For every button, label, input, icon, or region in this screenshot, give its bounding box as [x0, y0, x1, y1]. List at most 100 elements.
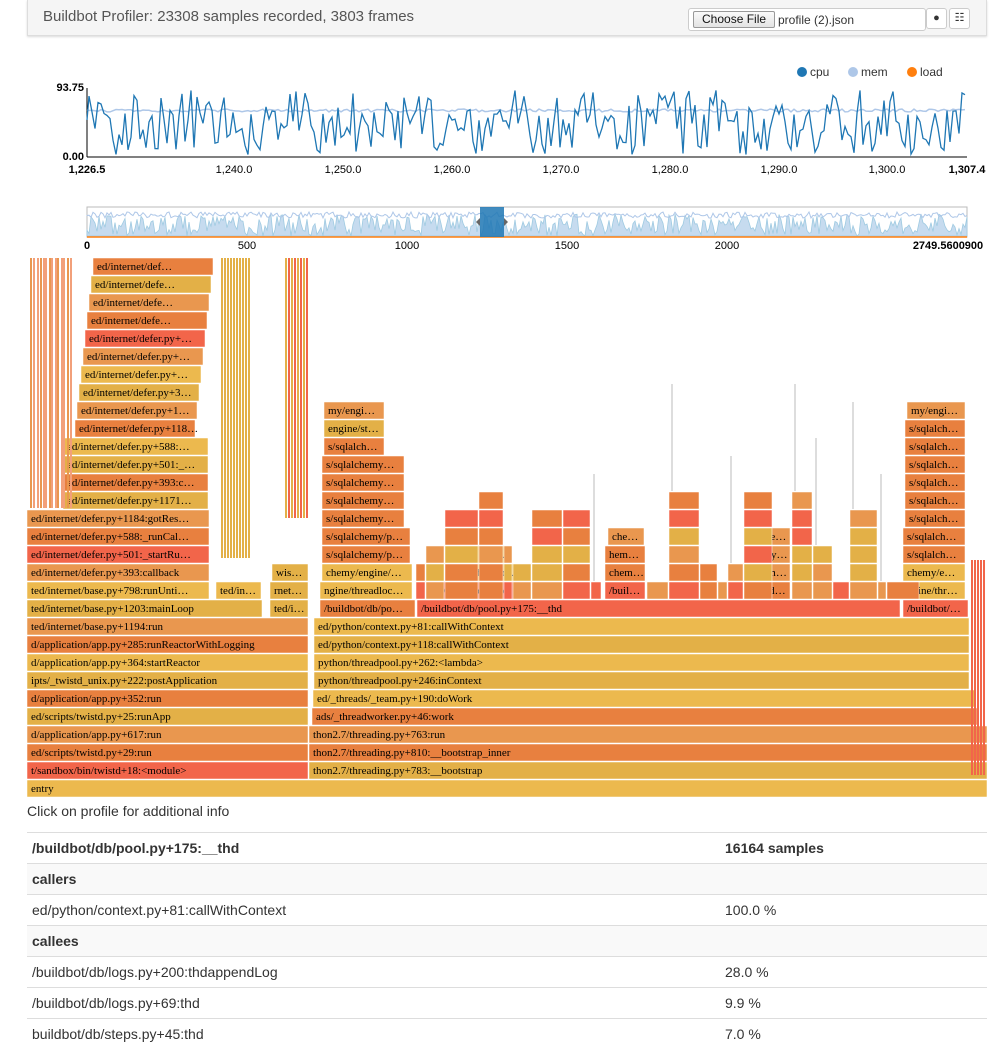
flame-frame[interactable]: d/application/app.py+364:startReactor: [26, 653, 309, 672]
flame-frame[interactable]: ed/internet/defer.py+1…: [76, 401, 198, 420]
flame-frame[interactable]: ed/internet/defer.py+118…: [74, 419, 198, 438]
flame-frame[interactable]: wis…: [271, 563, 309, 582]
flame-frame[interactable]: s/sqlalchemy…: [321, 509, 405, 528]
flame-frame[interactable]: thon2.7/threading.py+810:__bootstrap_inn…: [308, 743, 988, 762]
flame-frame[interactable]: ed/internet/defer.py+3…: [78, 383, 200, 402]
caller-row[interactable]: ed/python/context.py+81:callWithContext …: [27, 894, 987, 926]
frame-label: s/sqlalch…: [907, 549, 957, 561]
flame-frame[interactable]: ted/internet/base.py+798:runUnti…: [26, 581, 210, 600]
frame-label: s/sqlalch…: [909, 513, 959, 525]
flame-frame[interactable]: s/sqlalch…: [902, 545, 966, 564]
flame-graph[interactable]: entry t/sandbox/bin/twistd+18:<module> ed/…: [0, 255, 1003, 800]
flame-frame[interactable]: s/sqlalch…: [904, 437, 966, 456]
flame-frame[interactable]: chemy/e…: [902, 563, 966, 582]
flame-frame[interactable]: d/application/app.py+617:run: [26, 725, 309, 744]
flame-frame[interactable]: ed/internet/defe…: [88, 293, 210, 312]
callee-row[interactable]: buildbot/db/steps.py+45:thd 7.0 %: [27, 1018, 987, 1050]
flame-frame[interactable]: s/sqlalch…: [904, 509, 966, 528]
flame-frame[interactable]: ted/internet/base.py+1203:mainLoop: [26, 599, 263, 618]
callee-row[interactable]: /buildbot/db/logs.py+200:thdappendLog 28…: [27, 956, 987, 988]
flame-frame-thin: [51, 258, 53, 508]
flame-frame[interactable]: ed/internet/defer.py+501:_startRu…: [26, 545, 210, 564]
flame-frame[interactable]: s/sqlalchemy…: [321, 491, 405, 510]
flame-frame[interactable]: /buildbot/…: [902, 599, 969, 618]
choose-file-button[interactable]: Choose File: [693, 11, 776, 28]
flame-frame[interactable]: python/threadpool.py+262:<lambda>: [313, 653, 970, 672]
flame-frame[interactable]: /buildbot/db/pool.py+175:__thd: [416, 599, 901, 618]
flame-frame[interactable]: ed/internet/defer.py+1184:gotRes…: [26, 509, 210, 528]
record-icon: ●: [933, 12, 940, 24]
flame-frame[interactable]: ted/internet/base.py+1194:run: [26, 617, 309, 636]
flame-frame[interactable]: ed/_threads/_team.py+190:doWork: [312, 689, 977, 708]
flame-frame[interactable]: ed/internet/defer.py+…: [84, 329, 206, 348]
frame-bar: [313, 635, 970, 654]
flame-frame[interactable]: s/sqlalch…: [323, 437, 385, 456]
frame-label: ed/internet/defe…: [95, 279, 175, 291]
flame-frame[interactable]: s/sqlalch…: [904, 473, 966, 492]
frame-label: /buildbot/…: [907, 603, 961, 615]
flame-frame[interactable]: s/sqlalch…: [902, 527, 966, 546]
flame-frame[interactable]: my/engi…: [323, 401, 385, 420]
flame-frame[interactable]: ipts/_twistd_unix.py+222:postApplication: [26, 671, 309, 690]
settings-button[interactable]: ☷: [949, 8, 970, 29]
flame-frame[interactable]: thon2.7/threading.py+763:run: [308, 725, 988, 744]
file-input[interactable]: Choose File profile (2).json: [688, 8, 926, 31]
flame-frame[interactable]: s/sqlalchemy/p…: [321, 527, 411, 546]
flame-frame[interactable]: ed/python/context.py+81:callWithContext: [313, 617, 970, 636]
flame-frame[interactable]: ed/internet/defer.py+393:c…: [62, 473, 209, 492]
flame-frame[interactable]: python/threadpool.py+246:inContext: [313, 671, 970, 690]
flame-frame[interactable]: ed/internet/defer.py+588:…: [62, 437, 209, 456]
flame-frame[interactable]: d/application/app.py+285:runReactorWithL…: [26, 635, 309, 654]
flame-frame[interactable]: t/sandbox/bin/twistd+18:<module>: [26, 761, 309, 780]
flame-frame[interactable]: ed/python/context.py+118:callWithContext: [313, 635, 970, 654]
flame-frame[interactable]: s/sqlalch…: [904, 419, 966, 438]
flame-frame[interactable]: rnet…: [269, 581, 309, 600]
flame-frame[interactable]: /buildbot/db/po…: [319, 599, 416, 618]
flame-frame[interactable]: thon2.7/threading.py+783:__bootstrap: [308, 761, 988, 780]
flame-frame[interactable]: engine/st…: [323, 419, 385, 438]
flame-frame[interactable]: chemy/engine/…: [321, 563, 413, 582]
flame-frame[interactable]: ngine/threadloc…: [319, 581, 413, 600]
flame-frame[interactable]: s/sqlalchemy/p…: [321, 545, 411, 564]
flame-frame[interactable]: s/sqlalchemy…: [321, 473, 405, 492]
hint-text: Click on profile for additional info: [27, 803, 230, 819]
flame-frame[interactable]: s/sqlalch…: [904, 455, 966, 474]
flame-frame-thin: [593, 474, 595, 581]
flame-frame[interactable]: ted/in…: [215, 581, 262, 600]
flame-frame[interactable]: ed/internet/defer.py+…: [80, 365, 202, 384]
flame-frame[interactable]: ed/internet/defer.py+588:_runCal…: [26, 527, 210, 546]
frame-label: hem…: [609, 549, 639, 561]
root-frame[interactable]: entry: [26, 779, 988, 798]
flame-frame[interactable]: ed/scripts/twistd.py+29:run: [26, 743, 309, 762]
flame-frame[interactable]: ed/internet/defer.py+501:_…: [62, 455, 209, 474]
flame-frame[interactable]: ed/internet/defer.py+393:callback: [26, 563, 210, 582]
details-header: /buildbot/db/pool.py+175:__thd 16164 sam…: [27, 832, 987, 864]
flame-frame[interactable]: ads/_threadworker.py+46:work: [311, 707, 978, 726]
flame-frame[interactable]: che…: [607, 527, 645, 546]
flame-frame[interactable]: ed/internet/defe…: [90, 275, 212, 294]
flame-frame[interactable]: my/engi…: [906, 401, 966, 420]
frame-bar: [80, 365, 202, 384]
flame-frame-small: [743, 563, 773, 582]
flame-frame[interactable]: d/application/app.py+352:run: [26, 689, 309, 708]
flame-frame[interactable]: ted/i…: [269, 599, 309, 618]
flame-frame[interactable]: chem…: [604, 563, 646, 582]
flame-frame[interactable]: hem…: [604, 545, 646, 564]
frame-label: python/threadpool.py+262:<lambda>: [318, 657, 483, 669]
flame-frame[interactable]: /buil…: [604, 581, 646, 600]
callee-row[interactable]: /buildbot/db/logs.py+69:thd 9.9 %: [27, 987, 987, 1019]
frame-label: s/sqlalch…: [909, 441, 959, 453]
flame-frame[interactable]: s/sqlalchemy…: [321, 455, 405, 474]
record-button[interactable]: ●: [926, 8, 947, 29]
flame-frame[interactable]: ed/internet/defer.py+1171…: [62, 491, 209, 510]
flame-frame[interactable]: ed/scripts/twistd.py+25:runApp: [26, 707, 309, 726]
flame-frame-small: [668, 527, 700, 546]
flame-frame[interactable]: ed/internet/def…: [92, 257, 214, 276]
overview-chart[interactable]: 0 500 1000 1500 2000 2749.5600900: [84, 206, 983, 252]
flame-frame[interactable]: ed/internet/defer.py+…: [82, 347, 204, 366]
flame-frame[interactable]: ed/internet/defe…: [86, 311, 208, 330]
frame-bar: [74, 419, 196, 438]
flame-frame-thin: [300, 258, 302, 518]
frame-bar: [86, 311, 208, 330]
flame-frame[interactable]: s/sqlalch…: [904, 491, 966, 510]
